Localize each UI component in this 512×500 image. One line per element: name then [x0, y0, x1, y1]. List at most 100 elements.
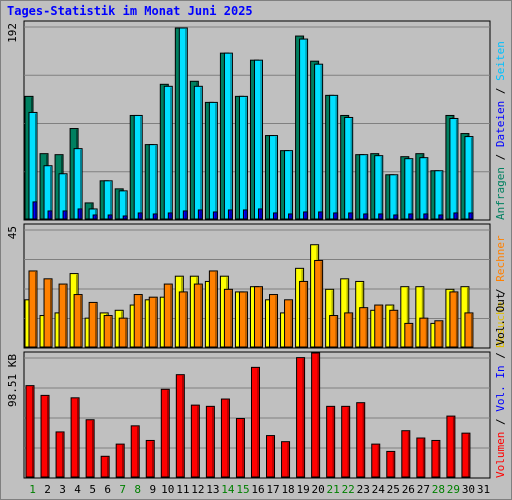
day-label: 4	[74, 483, 81, 496]
bar-dateien	[284, 150, 294, 220]
bar-rechner	[359, 307, 369, 348]
legend-item: /	[494, 147, 507, 167]
bar-dateien	[178, 27, 188, 220]
bar-dateien	[374, 155, 384, 220]
bar-seiten	[167, 212, 173, 220]
day-label: 1	[29, 483, 36, 496]
day-label: 13	[206, 483, 219, 496]
bar-seiten	[303, 211, 309, 220]
legend-item: /	[494, 282, 507, 302]
bar-dateien	[118, 190, 128, 220]
bar-seiten	[468, 212, 474, 220]
bar-rechner	[404, 322, 414, 348]
day-label: 11	[176, 483, 189, 496]
bar-dateien	[359, 154, 369, 220]
day-label: 21	[327, 483, 340, 496]
bar-volumen	[311, 352, 321, 478]
day-label: 27	[417, 483, 430, 496]
bar-volumen	[145, 439, 155, 478]
bar-rechner	[58, 283, 68, 348]
bar-seiten	[197, 209, 203, 220]
bar-dateien	[314, 63, 324, 220]
bar-rechner	[133, 294, 143, 348]
legend-item: /	[494, 81, 507, 101]
max-label-top: 192	[6, 23, 19, 43]
bar-volumen	[416, 437, 426, 478]
bar-volumen	[190, 404, 200, 478]
day-label: 29	[447, 483, 460, 496]
max-label-bottom: 98.51 KB	[6, 354, 19, 407]
bar-rechner	[73, 294, 83, 348]
bar-volumen	[25, 385, 35, 478]
bar-dateien	[329, 94, 339, 220]
bar-volumen	[85, 419, 95, 478]
legend-item: Vol. Out	[494, 293, 507, 346]
day-label: 7	[119, 483, 126, 496]
bar-volumen	[401, 430, 411, 478]
bar-rechner	[344, 312, 354, 348]
bar-dateien	[389, 174, 399, 220]
day-label: 10	[161, 483, 174, 496]
day-label: 12	[191, 483, 204, 496]
day-label: 14	[221, 483, 235, 496]
bar-volumen	[235, 418, 245, 478]
bar-dateien	[148, 144, 158, 220]
bar-volumen	[205, 405, 215, 478]
bar-rechner	[374, 304, 384, 348]
bar-seiten	[152, 213, 158, 220]
bar-dateien	[269, 135, 279, 220]
bar-seiten	[62, 210, 68, 220]
bar-rechner	[314, 259, 324, 348]
bar-dateien	[238, 95, 248, 220]
day-label: 17	[266, 483, 279, 496]
legend-item: /	[494, 412, 507, 432]
bar-seiten	[242, 209, 248, 220]
bar-rechner	[148, 296, 158, 348]
bar-rechner	[163, 283, 173, 348]
bar-seiten	[288, 213, 294, 220]
day-label: 28	[432, 483, 445, 496]
bar-dateien	[73, 148, 83, 220]
bar-rechner	[253, 286, 263, 348]
bar-rechner	[178, 291, 188, 348]
bar-rechner	[223, 288, 233, 348]
day-label: 30	[462, 483, 475, 496]
bar-rechner	[193, 283, 203, 348]
bar-volumen	[296, 357, 306, 478]
bar-volumen	[40, 394, 50, 478]
bar-seiten	[438, 214, 444, 220]
bar-seiten	[273, 212, 279, 220]
bar-dateien	[299, 38, 309, 220]
bar-volumen	[130, 425, 140, 478]
bar-dateien	[449, 117, 459, 220]
bar-seiten	[257, 208, 263, 220]
bar-rechner	[449, 291, 459, 348]
bar-seiten	[122, 215, 128, 220]
bar-volumen	[446, 415, 456, 478]
bar-volumen	[266, 435, 276, 478]
bar-rechner	[464, 312, 474, 348]
bar-seiten	[423, 213, 429, 220]
bar-volumen	[341, 405, 351, 478]
bar-volumen	[115, 443, 125, 478]
bar-rechner	[299, 280, 309, 348]
legend-item: Vol. In	[494, 365, 507, 411]
day-label: 5	[89, 483, 96, 496]
bar-seiten	[212, 211, 218, 220]
bar-seiten	[408, 213, 414, 220]
bar-dateien	[404, 158, 414, 220]
bar-rechner	[284, 299, 294, 348]
legend-item: Besuche	[494, 302, 507, 348]
bar-rechner	[28, 270, 38, 348]
day-label: 15	[236, 483, 249, 496]
legend-item: Rechner	[494, 235, 507, 282]
bar-dateien	[344, 116, 354, 220]
day-label: 24	[372, 483, 386, 496]
bar-dateien	[464, 136, 474, 220]
day-label: 23	[357, 483, 370, 496]
legend-item: Anfragen	[494, 167, 507, 220]
bar-volumen	[175, 374, 185, 478]
bar-dateien	[193, 85, 203, 220]
bar-rechner	[118, 317, 128, 348]
bar-volumen	[461, 432, 471, 478]
